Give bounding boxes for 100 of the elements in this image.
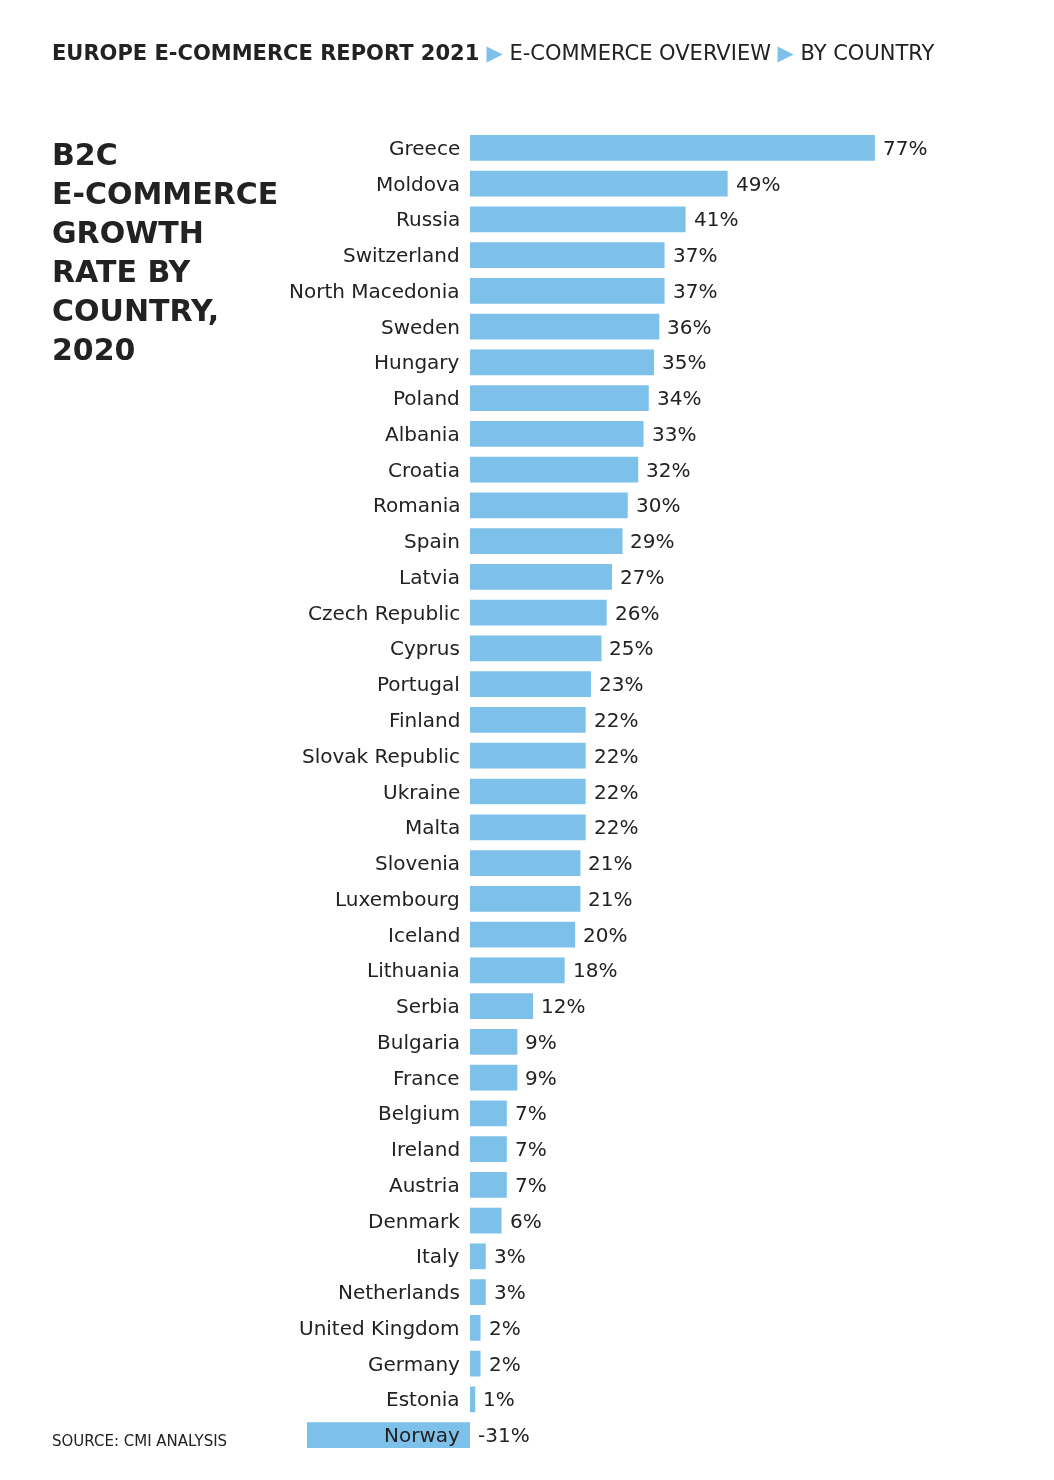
bar bbox=[470, 635, 602, 662]
y-tick-label: Estonia bbox=[386, 1387, 460, 1411]
y-tick-label: Portugal bbox=[377, 672, 460, 696]
data-label: 7% bbox=[515, 1137, 547, 1161]
y-tick-label: Greece bbox=[389, 136, 461, 160]
data-label: 2% bbox=[489, 1316, 521, 1340]
y-tick-label: Malta bbox=[405, 815, 461, 839]
bar bbox=[470, 814, 586, 841]
y-tick-label: France bbox=[393, 1066, 460, 1090]
data-label: 25% bbox=[609, 636, 654, 660]
data-label: 12% bbox=[541, 994, 586, 1018]
data-label: 20% bbox=[583, 923, 628, 947]
data-label: 34% bbox=[657, 386, 702, 410]
data-label: 7% bbox=[515, 1101, 547, 1125]
text: B2C E-COMMERCE GROWTH RATE BY COUNTRY, 2020 bbox=[52, 137, 279, 367]
data-label: 9% bbox=[525, 1030, 557, 1054]
y-tick-label: United Kingdom bbox=[299, 1316, 460, 1340]
bar bbox=[470, 1243, 486, 1270]
y-tick-label: Albania bbox=[385, 422, 460, 446]
y-tick-label: Belgium bbox=[378, 1101, 460, 1125]
y-tick-label: Netherlands bbox=[338, 1280, 460, 1304]
source-note: SOURCE: CMI ANALYSIS bbox=[52, 1432, 228, 1450]
y-tick-label: Denmark bbox=[368, 1209, 461, 1233]
bar bbox=[470, 671, 591, 698]
bar bbox=[470, 1350, 481, 1377]
y-tick-label: Poland bbox=[393, 386, 460, 410]
y-tick-label: Luxembourg bbox=[335, 887, 460, 911]
bar bbox=[470, 707, 586, 733]
y-tick-label: Austria bbox=[389, 1173, 460, 1197]
y-tick-label: North Macedonia bbox=[289, 279, 460, 303]
bar bbox=[470, 242, 665, 269]
y-tick-label: Latvia bbox=[399, 565, 460, 589]
y-tick-label: Slovenia bbox=[375, 851, 461, 875]
y-tick-label: Cyprus bbox=[390, 636, 460, 660]
data-label: 37% bbox=[673, 279, 718, 303]
bar bbox=[470, 1064, 518, 1091]
bar bbox=[470, 456, 639, 483]
bar bbox=[470, 385, 649, 412]
y-tick-label: Finland bbox=[389, 708, 461, 732]
bar bbox=[470, 850, 581, 876]
bar bbox=[470, 206, 686, 233]
chart-title: EUROPE E-COMMERCE REPORT 2021 ▶ E-COMMERCE OVERVIEW ▶ BY COUNTRY bbox=[52, 41, 935, 65]
bar bbox=[470, 349, 655, 376]
bar bbox=[470, 599, 607, 626]
data-label: 6% bbox=[510, 1209, 542, 1233]
data-label: 18% bbox=[573, 958, 618, 982]
data-label: 22% bbox=[594, 744, 639, 768]
bar bbox=[470, 135, 875, 161]
bar bbox=[470, 1207, 502, 1234]
bar bbox=[470, 885, 581, 912]
y-tick-label: Ireland bbox=[391, 1137, 461, 1161]
y-tick-label: Czech Republic bbox=[308, 601, 461, 625]
bar bbox=[470, 957, 565, 984]
bar bbox=[470, 1028, 518, 1055]
data-label: 7% bbox=[515, 1173, 547, 1197]
y-tick-label: Sweden bbox=[381, 315, 461, 339]
bar bbox=[470, 1100, 507, 1127]
data-label: 3% bbox=[494, 1280, 526, 1304]
data-label: 21% bbox=[588, 851, 633, 875]
bar bbox=[470, 1136, 507, 1162]
bar bbox=[470, 1314, 481, 1341]
data-label: 49% bbox=[736, 172, 781, 196]
y-tick-label: Switzerland bbox=[343, 243, 460, 267]
data-label: 26% bbox=[615, 601, 660, 625]
data-label: 9% bbox=[525, 1066, 557, 1090]
bar bbox=[470, 921, 576, 948]
data-label: 2% bbox=[489, 1352, 521, 1376]
bar bbox=[470, 170, 728, 197]
bar bbox=[470, 993, 534, 1019]
y-tick-label: Romania bbox=[373, 493, 461, 517]
data-label: 22% bbox=[594, 780, 639, 804]
bar bbox=[470, 564, 612, 590]
bar bbox=[470, 492, 628, 519]
bar bbox=[470, 742, 586, 769]
bar bbox=[470, 421, 644, 447]
data-label: 35% bbox=[662, 350, 707, 374]
data-label: 30% bbox=[636, 493, 681, 517]
y-tick-label: Ukraine bbox=[383, 780, 461, 804]
data-label: 3% bbox=[494, 1244, 526, 1268]
data-label: 41% bbox=[694, 207, 739, 231]
data-label: 36% bbox=[667, 315, 712, 339]
bar bbox=[470, 1386, 476, 1413]
y-tick-label: Croatia bbox=[388, 458, 460, 482]
data-label: 23% bbox=[599, 672, 644, 696]
bar bbox=[470, 778, 586, 805]
y-tick-label: Italy bbox=[416, 1244, 460, 1268]
bar bbox=[470, 1279, 486, 1305]
data-label: 1% bbox=[483, 1387, 515, 1411]
bar bbox=[470, 528, 623, 555]
data-label: 22% bbox=[594, 815, 639, 839]
data-label: 22% bbox=[594, 708, 639, 732]
y-tick-label: Germany bbox=[368, 1352, 461, 1376]
y-tick-label: Spain bbox=[404, 529, 460, 553]
bar bbox=[470, 313, 660, 340]
bar bbox=[470, 278, 665, 304]
data-label: 29% bbox=[630, 529, 675, 553]
y-tick-label: Lithuania bbox=[367, 958, 460, 982]
y-tick-label: Bulgaria bbox=[377, 1030, 460, 1054]
bar bbox=[470, 1171, 507, 1198]
y-tick-label: Slovak Republic bbox=[302, 744, 460, 768]
